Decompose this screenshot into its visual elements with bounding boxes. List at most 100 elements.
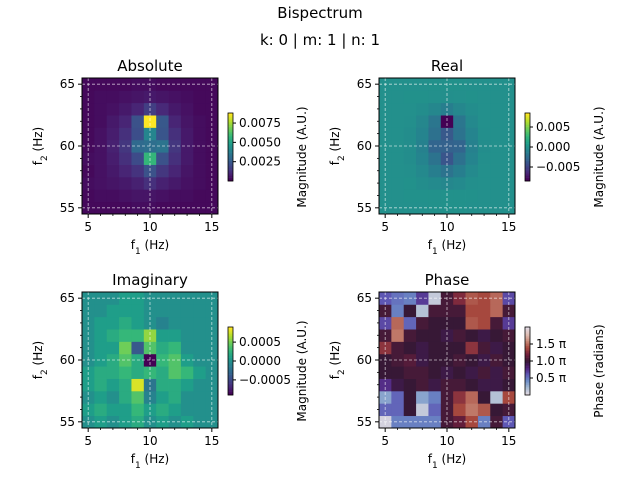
heatmap-cell [180,102,194,116]
colorbar-segment [228,162,233,165]
colorbar-segment [525,347,530,350]
heatmap-cell [168,115,182,128]
heatmap-cell [477,189,491,203]
heatmap-cell [156,90,169,104]
y-tick-label: 55 [60,201,75,215]
colorbar-segment [228,160,233,163]
heatmap-cell [119,366,132,379]
heatmap-cell [453,378,466,392]
heatmap-cell [94,176,108,190]
y-tick-label: 60 [357,353,372,367]
heatmap-cell [180,316,194,330]
heatmap-cell [156,189,169,203]
colorbar-segment [525,160,530,163]
colorbar-segment [525,359,530,362]
colorbar-segment [228,378,233,380]
heatmap-cell [428,102,442,116]
colorbar-segment [228,347,233,350]
heatmap-cell [131,366,145,379]
colorbar-segment [228,333,233,336]
heatmap-cell [119,304,132,318]
heatmap-cell [193,102,207,116]
heatmap-cell [143,90,157,104]
heatmap-cell [143,353,157,367]
heatmap-cell [168,316,182,330]
heatmap-cell [428,127,442,141]
heatmap-cell [379,329,392,342]
heatmap-cell [490,90,504,104]
colorbar-segment [525,384,530,387]
heatmap-cell [391,176,405,190]
colorbar-segment [525,328,530,331]
colorbar-segment [228,357,233,360]
colorbar-label: Phase (radians) [592,324,606,417]
heatmap-cell [168,127,182,141]
colorbar-segment [228,157,233,160]
heatmap-cell [502,90,516,104]
colorbar-segment [525,349,530,352]
heatmap-cell [403,304,417,318]
heatmap-cell [403,366,417,379]
heatmap-cell [416,292,429,305]
heatmap-cell [94,127,108,141]
colorbar-tick-label: 0.0025 [239,155,281,169]
heatmap-cell [94,139,108,153]
heatmap-cell [465,115,479,128]
heatmap-cell [180,90,194,104]
heatmap-cell [490,390,504,404]
y-axis-label: f2 (Hz) [328,127,347,165]
colorbar-segment [228,165,233,168]
colorbar-segment [525,391,530,394]
figure-title: Bispectrum [277,4,362,22]
heatmap-cell [391,164,405,178]
heatmap-cell [416,415,429,429]
heatmap-cell [453,102,466,116]
colorbar-segment [228,140,233,143]
heatmap-cell [391,292,405,305]
heatmap-cell [391,366,405,379]
heatmap-cell [440,304,454,318]
colorbar-segment [228,113,233,115]
heatmap-cell [193,115,207,128]
heatmap-cell [428,403,442,417]
heatmap-cell [416,90,429,104]
heatmap-cell [143,304,157,318]
y-tick-label: 55 [357,201,372,215]
x-tick-label: 5 [84,434,92,448]
heatmap-cell [143,329,157,342]
heatmap-cell [106,366,120,379]
colorbar-segment [228,337,233,340]
heatmap-cell [143,139,157,153]
heatmap-cell [490,403,504,417]
heatmap-cell [391,115,405,128]
heatmap-cell [119,403,132,417]
heatmap-cell [180,164,194,178]
heatmap-cell [131,378,145,392]
heatmap-cell [453,403,466,417]
heatmap-cell [477,390,491,404]
colorbar-segment [525,350,530,353]
heatmap-cell [119,353,132,367]
x-tick-label: 15 [501,220,516,234]
heatmap-cell [131,115,145,128]
heatmap-cell [391,90,405,104]
colorbar-segment [228,376,233,379]
heatmap-cell [131,189,145,203]
heatmap-cell [106,390,120,404]
colorbar-segment [228,147,233,149]
heatmap-cell [490,341,504,355]
heatmap-cell [403,127,417,141]
heatmap-cell [465,164,479,178]
heatmap-cell [490,176,504,190]
heatmap-cell [94,115,108,128]
heatmap-cell [403,90,417,104]
heatmap-cell [94,353,108,367]
colorbar-segment [525,345,530,348]
colorbar-segment [525,179,530,182]
heatmap-cell [391,353,405,367]
y-tick-label: 60 [357,139,372,153]
heatmap-cell [106,152,120,165]
colorbar-segment [228,133,233,136]
colorbar-segment [525,337,530,340]
heatmap-cell [156,316,169,330]
